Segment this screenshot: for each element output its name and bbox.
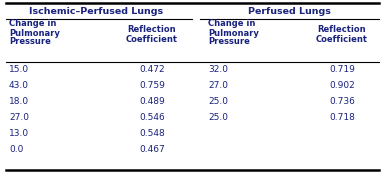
- Text: 0.902: 0.902: [329, 81, 355, 90]
- Text: 15.0: 15.0: [9, 66, 29, 75]
- Text: 0.548: 0.548: [139, 130, 165, 139]
- Text: 0.472: 0.472: [139, 66, 165, 75]
- Text: Change in: Change in: [9, 20, 56, 29]
- Text: 27.0: 27.0: [9, 113, 29, 122]
- Text: 18.0: 18.0: [9, 98, 29, 107]
- Text: 0.489: 0.489: [139, 98, 165, 107]
- Text: Coefficient: Coefficient: [316, 35, 368, 44]
- Text: 0.759: 0.759: [139, 81, 165, 90]
- Text: Pulmonary: Pulmonary: [208, 29, 259, 38]
- Text: Change in: Change in: [208, 20, 255, 29]
- Text: 25.0: 25.0: [208, 98, 228, 107]
- Text: 0.718: 0.718: [329, 113, 355, 122]
- Text: 0.719: 0.719: [329, 66, 355, 75]
- Text: Pressure: Pressure: [208, 38, 250, 47]
- Text: Ischemic–Perfused Lungs: Ischemic–Perfused Lungs: [29, 7, 163, 16]
- Text: Coefficient: Coefficient: [126, 35, 178, 44]
- Text: Perfused Lungs: Perfused Lungs: [248, 7, 330, 16]
- Text: 0.546: 0.546: [139, 113, 165, 122]
- Text: 0.467: 0.467: [139, 145, 165, 154]
- Text: 43.0: 43.0: [9, 81, 29, 90]
- Text: 0.736: 0.736: [329, 98, 355, 107]
- Text: Pressure: Pressure: [9, 38, 51, 47]
- Text: 13.0: 13.0: [9, 130, 29, 139]
- Text: Reflection: Reflection: [128, 25, 176, 34]
- Text: Pulmonary: Pulmonary: [9, 29, 60, 38]
- Text: Reflection: Reflection: [318, 25, 366, 34]
- Text: 27.0: 27.0: [208, 81, 228, 90]
- Text: 0.0: 0.0: [9, 145, 23, 154]
- Text: 32.0: 32.0: [208, 66, 228, 75]
- Text: 25.0: 25.0: [208, 113, 228, 122]
